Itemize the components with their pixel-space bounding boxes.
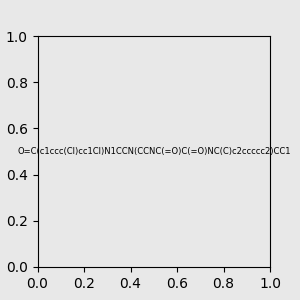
Text: O=C(c1ccc(Cl)cc1Cl)N1CCN(CCNC(=O)C(=O)NC(C)c2ccccc2)CC1: O=C(c1ccc(Cl)cc1Cl)N1CCN(CCNC(=O)C(=O)NC… <box>17 147 290 156</box>
